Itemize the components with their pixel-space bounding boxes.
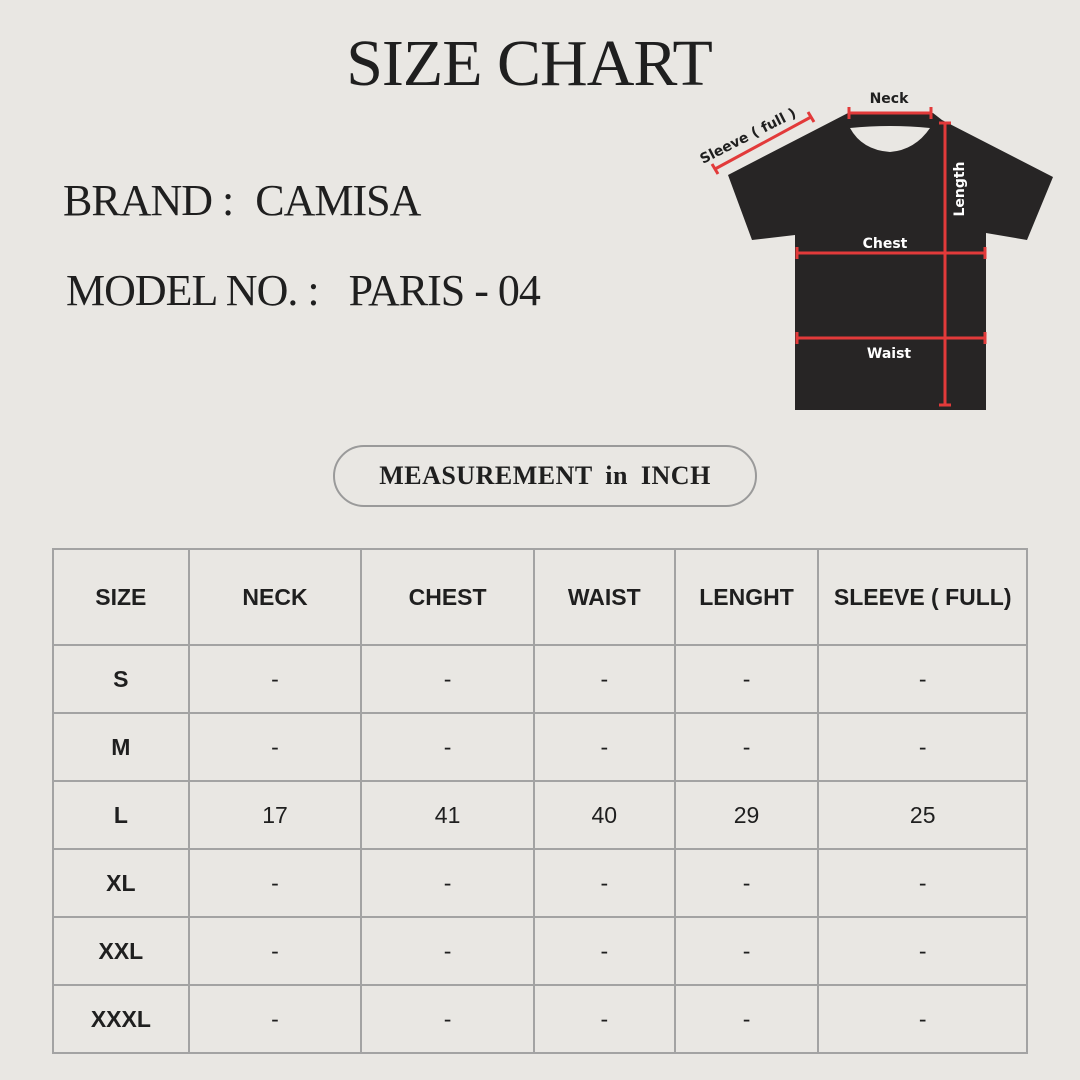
measurement-cell: - [187, 984, 363, 1054]
table-row: XL - - - - - [52, 848, 1028, 918]
measurement-cell: 29 [673, 780, 820, 850]
table-row: L 17 41 40 29 25 [52, 780, 1028, 850]
measurement-cell: 40 [532, 780, 676, 850]
measurement-cell: 41 [360, 780, 535, 850]
brand-label: BRAND : [63, 176, 234, 225]
measurement-cell: 17 [187, 780, 363, 850]
measurement-cell: - [187, 916, 363, 986]
measurement-cell: - [673, 984, 820, 1054]
size-cell: XXXL [52, 984, 190, 1054]
measurement-cell: - [532, 984, 676, 1054]
measure-lines [710, 107, 987, 407]
measurement-cell: - [360, 984, 535, 1054]
measurement-cell: - [817, 916, 1028, 986]
column-header: WAIST [532, 548, 676, 646]
table-row: XXL - - - - - [52, 916, 1028, 986]
measurement-cell: - [532, 644, 676, 714]
table-row: M----- [52, 712, 1028, 782]
table-row: S----- [52, 644, 1028, 714]
length-label: Length [952, 161, 968, 216]
measurement-cell: - [360, 712, 535, 782]
chest-label: Chest [863, 236, 908, 252]
size-cell: XXL [52, 916, 190, 986]
measurement-cell: - [360, 916, 535, 986]
tshirt-shape [728, 113, 1053, 410]
brand-line: BRAND : CAMISA [63, 175, 421, 226]
size-cell: S [52, 644, 190, 714]
measurement-cell: - [360, 848, 535, 918]
model-label: MODEL NO. : [66, 266, 320, 315]
measurement-cell: - [673, 644, 820, 714]
measurement-cell: - [532, 712, 676, 782]
measurement-cell: - [817, 984, 1028, 1054]
measurement-cell: - [673, 848, 820, 918]
size-table: SIZE NECK CHEST WAIST LENGHT SLEEVE ( FULL) S… [52, 548, 1028, 1054]
brand-value: CAMISA [255, 176, 421, 225]
measurement-cell: - [532, 848, 676, 918]
measurement-cell: - [187, 712, 363, 782]
waist-label: Waist [867, 346, 912, 362]
table-row: XXXL - - - - - [52, 984, 1028, 1054]
size-cell: XL [52, 848, 190, 918]
measurement-cell: - [817, 644, 1028, 714]
measurement-cell: - [360, 644, 535, 714]
page-title: SIZE CHART [346, 27, 713, 100]
size-cell: L [52, 780, 190, 850]
unit-badge: MEASUREMENT in INCH [333, 445, 757, 507]
measurement-cell: - [532, 916, 676, 986]
table-header-row: SIZE NECK CHEST WAIST LENGHT SLEEVE ( FULL) [52, 548, 1028, 646]
neck-hole [850, 126, 930, 152]
measurement-cell: - [187, 644, 363, 714]
measurement-cell: - [673, 916, 820, 986]
neck-label: Neck [870, 91, 910, 107]
measurement-cell: - [673, 712, 820, 782]
tshirt-diagram: Neck Sleeve ( full ) Length Chest Waist [698, 91, 1053, 410]
model-value: PARIS - 04 [348, 266, 541, 315]
column-header: CHEST [360, 548, 535, 646]
model-line: MODEL NO. : PARIS - 04 [66, 265, 541, 316]
size-cell: M [52, 712, 190, 782]
measurement-cell: - [817, 712, 1028, 782]
column-header: NECK [187, 548, 363, 646]
column-header: LENGHT [673, 548, 820, 646]
measurement-cell: - [187, 848, 363, 918]
measurement-cell: 25 [817, 780, 1028, 850]
column-header: SIZE [52, 548, 190, 646]
column-header: SLEEVE ( FULL) [817, 548, 1028, 646]
measurement-cell: - [817, 848, 1028, 918]
